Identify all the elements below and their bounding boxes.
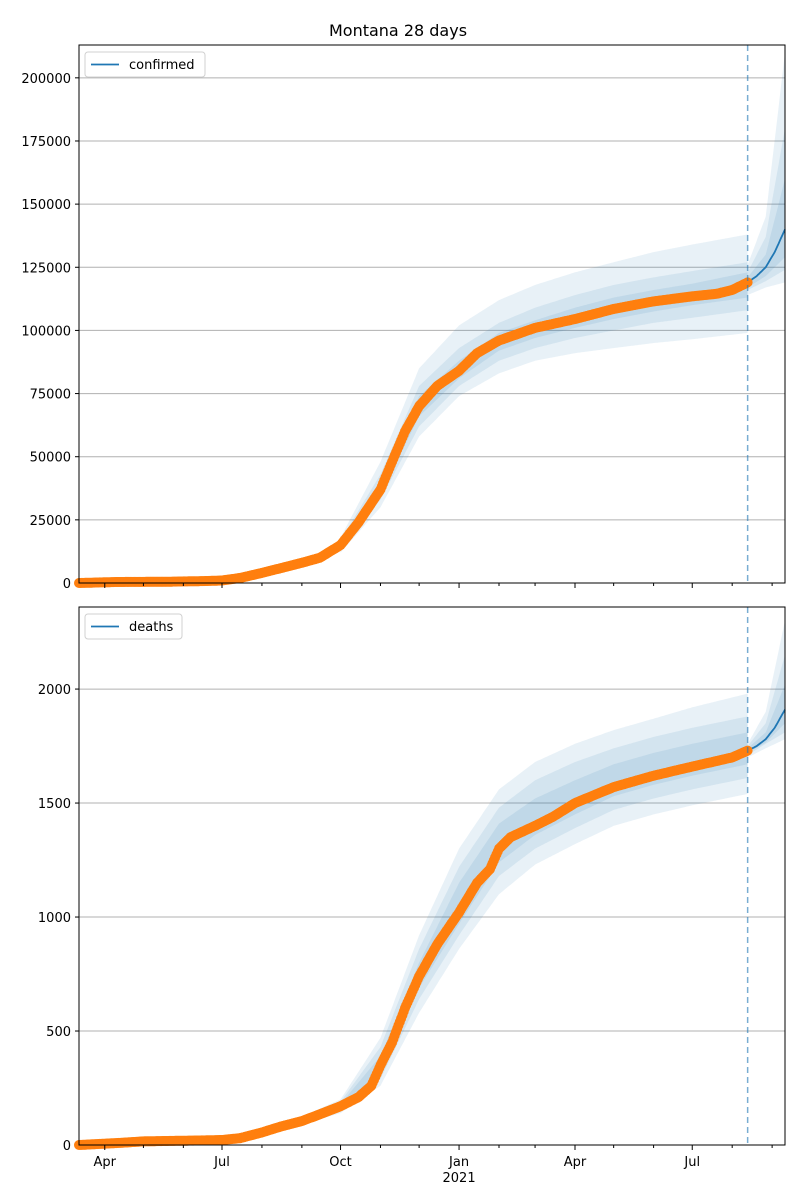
forecast-band bbox=[747, 52, 785, 296]
legend: deaths bbox=[84, 613, 183, 640]
forecast-band bbox=[747, 178, 785, 288]
confidence-band bbox=[340, 234, 748, 553]
forecast-line bbox=[747, 709, 786, 752]
x-tick-sublabel: 2021 bbox=[443, 1171, 476, 1186]
legend-label: deaths bbox=[129, 620, 174, 635]
legend-box bbox=[84, 51, 206, 78]
forecast-band bbox=[747, 654, 785, 756]
legend: confirmed bbox=[84, 51, 206, 78]
confirmed-panel: 0 25000 50000 75000 100000 125000 150000 175000… bbox=[21, 44, 786, 592]
y-tick-label: 25000 bbox=[30, 514, 71, 529]
x-tick-label: Oct bbox=[329, 1155, 351, 1170]
y-tick-label: 500 bbox=[46, 1025, 71, 1040]
x-tick-label: Jan bbox=[448, 1155, 469, 1170]
y-tick-label: 100000 bbox=[21, 324, 71, 339]
confidence-band bbox=[301, 716, 748, 1124]
plot-frame bbox=[78, 606, 786, 1146]
deaths-panel: 0 500 1000 1500 2000 deaths bbox=[38, 606, 786, 1154]
y-tick-label: 125000 bbox=[21, 261, 71, 276]
x-tick-label: Apr bbox=[564, 1155, 587, 1170]
forecast-band bbox=[747, 620, 785, 758]
legend-label: confirmed bbox=[129, 58, 195, 73]
x-tick-label: Jul bbox=[683, 1155, 700, 1170]
chart-title: Montana 28 days bbox=[329, 21, 467, 40]
confidence-band bbox=[301, 732, 748, 1123]
y-tick-label: 150000 bbox=[21, 198, 71, 213]
x-tick-label: Jul bbox=[213, 1155, 230, 1170]
y-tick-label: 50000 bbox=[30, 451, 71, 466]
x-tick-label: Apr bbox=[94, 1155, 117, 1170]
y-tick-label: 1000 bbox=[38, 911, 71, 926]
y-tick-label: 1500 bbox=[38, 797, 71, 812]
y-tick-label: 0 bbox=[63, 1139, 71, 1154]
y-tick-label: 2000 bbox=[38, 683, 71, 698]
y-tick-label: 0 bbox=[63, 577, 71, 592]
plot-frame bbox=[78, 44, 786, 584]
legend-box bbox=[84, 613, 183, 640]
confidence-band bbox=[301, 693, 748, 1125]
y-tick-label: 200000 bbox=[21, 72, 71, 87]
y-tick-label: 75000 bbox=[30, 388, 71, 403]
y-tick-label: 175000 bbox=[21, 135, 71, 150]
observed-point bbox=[742, 277, 753, 288]
forecast-line bbox=[747, 229, 786, 284]
